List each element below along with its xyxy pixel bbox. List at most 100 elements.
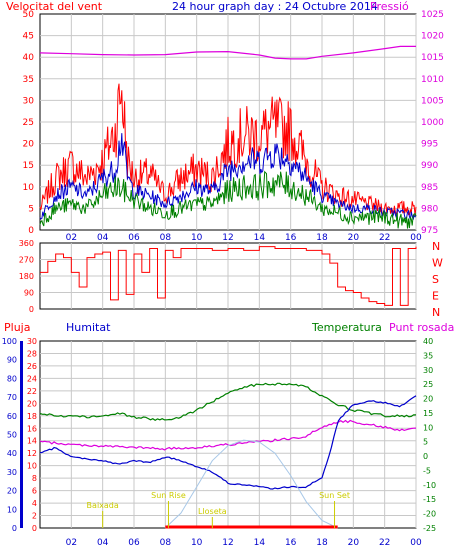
wind-speed-label: Velocitat del vent [6,0,103,13]
humidity-tick: 70 [7,393,17,402]
humidity-tick: 100 [2,337,17,346]
rain-tick: 24 [27,374,37,383]
humidity-tick: 90 [7,356,17,365]
climate-time-tick: 02 [66,538,77,548]
pressure-tick: 1005 [421,96,444,106]
pressure-tick: 975 [421,226,438,236]
temperature-tick: 25 [423,380,433,389]
wind-time-tick: 10 [191,233,203,243]
rain-tick: 20 [27,399,37,408]
wind-time-tick: 18 [316,233,328,243]
rain-tick: 0 [32,524,37,533]
rain-tick: 8 [32,474,37,483]
annotation-label: Sun Set [319,491,350,500]
temperature-tick: 30 [423,366,433,375]
pressure-tick: 1015 [421,53,444,63]
compass-label: W [432,257,443,270]
pressure-tick: 1000 [421,118,444,128]
rain-tick: 16 [27,424,37,433]
wind-left-tick: 10 [23,183,35,193]
pressure-tick: 1025 [421,10,444,20]
temperature-tick: 10 [423,423,433,432]
climate-time-tick: 00 [410,538,422,548]
wind-time-tick: 00 [410,233,422,243]
rain-tick: 22 [27,387,37,396]
humidity-tick: 0 [12,524,17,533]
humidity-tick: 50 [7,431,17,440]
climate-time-tick: 18 [316,538,328,548]
climate-time-tick: 06 [128,538,140,548]
temperature-line [39,382,417,422]
rain-tick: 4 [32,499,37,508]
rain-tick: 26 [27,362,37,371]
pressure-tick: 995 [421,140,438,150]
temperature-tick: -10 [423,481,436,490]
pressure-tick: 1010 [421,75,444,85]
wind-time-tick: 16 [285,233,297,243]
gust-line [39,83,417,216]
climate-time-tick: 10 [191,538,203,548]
temperature-tick: 40 [423,337,433,346]
temperature-label: Temperatura [311,321,382,334]
temperature-tick: -25 [423,524,436,533]
direction-line [40,246,417,306]
wind-time-tick: 14 [254,233,266,243]
climate-time-tick: 20 [348,538,360,548]
direction-tick: 90 [24,289,34,298]
wind-time-tick: 08 [160,233,172,243]
climate-time-tick: 22 [379,538,390,548]
axis-layer: 0202040406060808101012121414161618182020… [2,10,444,548]
temperature-tick: -15 [423,495,436,504]
humidity-tick: 80 [7,374,17,383]
wind-speed-line [39,133,417,220]
wind-time-tick: 02 [66,233,77,243]
pressure-line [39,45,416,60]
annotation-label: Lloseta [198,507,227,516]
rain-tick: 18 [27,412,37,421]
humidity-tick: 40 [7,449,17,458]
humidity-label: Humitat [66,321,111,334]
graph-title: 24 hour graph day : 24 Octubre 2014 [172,0,378,13]
wind-left-tick: 30 [23,96,35,106]
climate-time-tick: 08 [160,538,172,548]
humidity-tick: 30 [7,468,17,477]
average-line [39,170,417,229]
rain-tick: 14 [27,437,37,446]
compass-label: E [432,290,439,303]
rain-tick: 12 [27,449,37,458]
humidity-tick: 10 [7,505,17,514]
compass-label: S [432,273,439,286]
rain-tick: 28 [27,349,37,358]
direction-tick: 270 [19,256,34,265]
wind-left-tick: 40 [23,53,35,63]
compass-label: N [432,240,440,253]
wind-left-tick: 25 [23,118,34,128]
temperature-tick: 0 [423,452,428,461]
rain-tick: 10 [27,462,37,471]
humidity-axis-bar [20,341,23,528]
wind-time-tick: 06 [128,233,140,243]
grid-layer [40,14,417,528]
humidity-tick: 20 [7,487,17,496]
solar-line [164,439,338,529]
wind-left-tick: 45 [23,32,34,42]
climate-time-tick: 12 [222,538,233,548]
annotation-label: Baixada [87,501,119,510]
temperature-tick: 35 [423,351,433,360]
wind-time-tick: 22 [379,233,390,243]
pressure-tick: 990 [421,161,438,171]
climate-time-tick: 16 [285,538,297,548]
humidity-line [39,395,417,490]
rain-label: Pluja [4,321,30,334]
direction-tick: 180 [19,272,34,281]
pressure-label: Pressió [370,0,409,13]
wind-left-tick: 0 [28,226,34,236]
annotation-label: Sun Rise [151,491,186,500]
rain-tick: 30 [27,337,37,346]
temperature-tick: 5 [423,438,428,447]
temperature-tick: 15 [423,409,433,418]
wind-left-tick: 20 [23,140,35,150]
temperature-tick: -20 [423,510,436,519]
